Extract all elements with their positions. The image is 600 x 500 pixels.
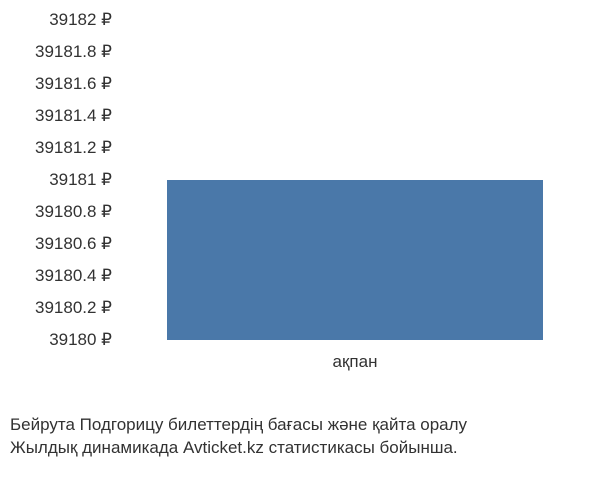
plot-area: ақпан [120,20,590,340]
caption-line-1: Бейрута Подгорицу билеттердің бағасы жән… [10,414,590,437]
y-tick-label: 39181.6 ₽ [35,74,112,94]
y-tick-label: 39181.8 ₽ [35,42,112,62]
x-tick-label: ақпан [333,352,378,372]
y-tick-label: 39180.8 ₽ [35,202,112,222]
y-tick-label: 39181.2 ₽ [35,138,112,158]
y-tick-label: 39181.4 ₽ [35,106,112,126]
y-tick-label: 39180.4 ₽ [35,266,112,286]
y-axis: 39182 ₽39181.8 ₽39181.6 ₽39181.4 ₽39181.… [0,20,120,400]
y-tick-label: 39181 ₽ [49,170,112,190]
y-tick-label: 39180.6 ₽ [35,234,112,254]
y-tick-label: 39182 ₽ [49,10,112,30]
y-tick-label: 39180.2 ₽ [35,298,112,318]
chart-caption: Бейрута Подгорицу билеттердің бағасы жән… [0,414,600,460]
price-bar-chart: 39182 ₽39181.8 ₽39181.6 ₽39181.4 ₽39181.… [0,20,600,400]
y-tick-label: 39180 ₽ [49,330,112,350]
caption-line-2: Жылдық динамикада Avticket.kz статистика… [10,437,590,460]
bar [167,180,543,340]
